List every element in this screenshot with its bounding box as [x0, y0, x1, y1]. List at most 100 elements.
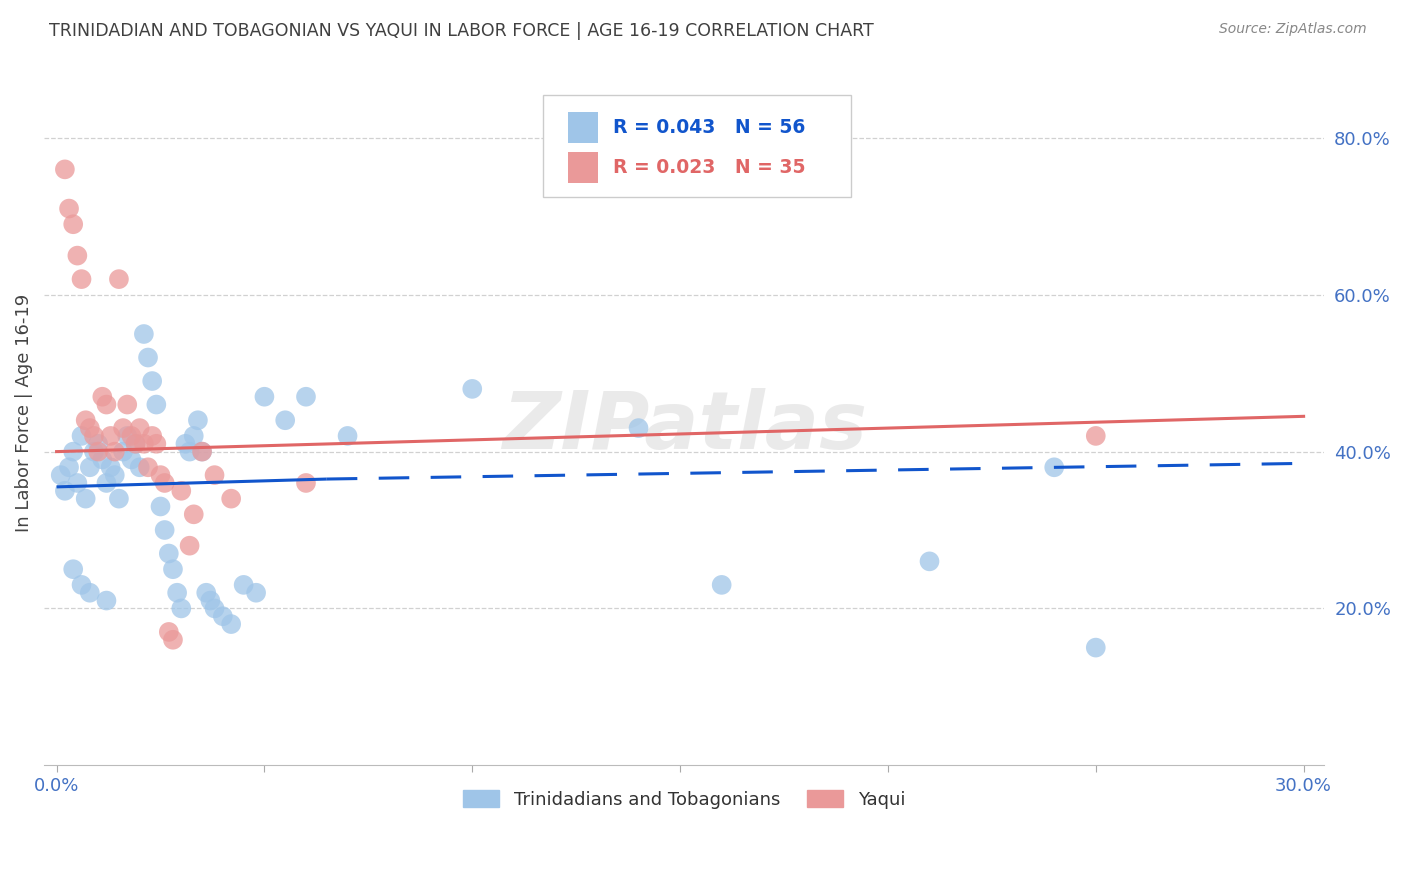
Point	[96, 475, 118, 490]
Point	[212, 609, 235, 624]
Point	[120, 429, 142, 443]
Point	[100, 429, 122, 443]
Text: R = 0.043   N = 56: R = 0.043 N = 56	[613, 118, 806, 136]
Text: ZIPatlas: ZIPatlas	[502, 387, 866, 466]
Point	[87, 436, 110, 450]
Point	[1084, 640, 1107, 655]
Y-axis label: In Labor Force | Age 16-19: In Labor Force | Age 16-19	[15, 293, 32, 532]
Legend: Trinidadians and Tobagonians, Yaqui: Trinidadians and Tobagonians, Yaqui	[456, 783, 912, 816]
Point	[83, 429, 105, 443]
Point	[200, 593, 222, 607]
Point	[183, 429, 205, 443]
Point	[336, 429, 359, 443]
Point	[204, 468, 226, 483]
Point	[62, 217, 84, 231]
Point	[112, 444, 135, 458]
Point	[120, 452, 142, 467]
Point	[162, 632, 184, 647]
Point	[219, 491, 242, 506]
Point	[124, 436, 146, 450]
Point	[70, 272, 93, 286]
Point	[245, 585, 267, 599]
Point	[166, 585, 188, 599]
Point	[100, 460, 122, 475]
Point	[149, 500, 172, 514]
Point	[58, 202, 80, 216]
Text: R = 0.023   N = 35: R = 0.023 N = 35	[613, 158, 806, 178]
Point	[918, 554, 941, 568]
Point	[66, 475, 89, 490]
Point	[66, 249, 89, 263]
Point	[96, 593, 118, 607]
Point	[149, 468, 172, 483]
Point	[187, 413, 209, 427]
Point	[157, 624, 180, 639]
Point	[62, 562, 84, 576]
Point	[183, 508, 205, 522]
Point	[174, 436, 197, 450]
Point	[157, 547, 180, 561]
Point	[91, 452, 114, 467]
Point	[75, 491, 97, 506]
Point	[75, 413, 97, 427]
Point	[91, 390, 114, 404]
Point	[179, 539, 201, 553]
FancyBboxPatch shape	[568, 112, 599, 143]
Point	[128, 421, 150, 435]
Point	[108, 491, 131, 506]
FancyBboxPatch shape	[568, 153, 599, 183]
Text: Source: ZipAtlas.com: Source: ZipAtlas.com	[1219, 22, 1367, 37]
Point	[49, 468, 72, 483]
Point	[153, 475, 176, 490]
Point	[79, 421, 101, 435]
Point	[627, 421, 650, 435]
Point	[1043, 460, 1066, 475]
Point	[79, 460, 101, 475]
Point	[162, 562, 184, 576]
Point	[87, 444, 110, 458]
Point	[145, 398, 167, 412]
Point	[83, 444, 105, 458]
Point	[710, 578, 733, 592]
Point	[58, 460, 80, 475]
Point	[70, 429, 93, 443]
Point	[191, 444, 214, 458]
Point	[70, 578, 93, 592]
Point	[108, 272, 131, 286]
Point	[117, 429, 139, 443]
Point	[62, 444, 84, 458]
Point	[53, 162, 76, 177]
Point	[79, 585, 101, 599]
Point	[191, 444, 214, 458]
Point	[274, 413, 297, 427]
Point	[112, 421, 135, 435]
Point	[253, 390, 276, 404]
Point	[170, 601, 193, 615]
Point	[53, 483, 76, 498]
Point	[124, 436, 146, 450]
Point	[104, 444, 127, 458]
Point	[295, 475, 318, 490]
Point	[204, 601, 226, 615]
Point	[136, 460, 159, 475]
Point	[128, 460, 150, 475]
Text: TRINIDADIAN AND TOBAGONIAN VS YAQUI IN LABOR FORCE | AGE 16-19 CORRELATION CHART: TRINIDADIAN AND TOBAGONIAN VS YAQUI IN L…	[49, 22, 875, 40]
Point	[96, 398, 118, 412]
Point	[179, 444, 201, 458]
Point	[104, 468, 127, 483]
Point	[132, 436, 155, 450]
Point	[132, 326, 155, 341]
Point	[136, 351, 159, 365]
Point	[170, 483, 193, 498]
Point	[295, 390, 318, 404]
Point	[461, 382, 484, 396]
Point	[232, 578, 254, 592]
Point	[145, 436, 167, 450]
Point	[219, 617, 242, 632]
Point	[141, 374, 163, 388]
Point	[141, 429, 163, 443]
FancyBboxPatch shape	[544, 95, 851, 197]
Point	[1084, 429, 1107, 443]
Point	[195, 585, 218, 599]
Point	[117, 398, 139, 412]
